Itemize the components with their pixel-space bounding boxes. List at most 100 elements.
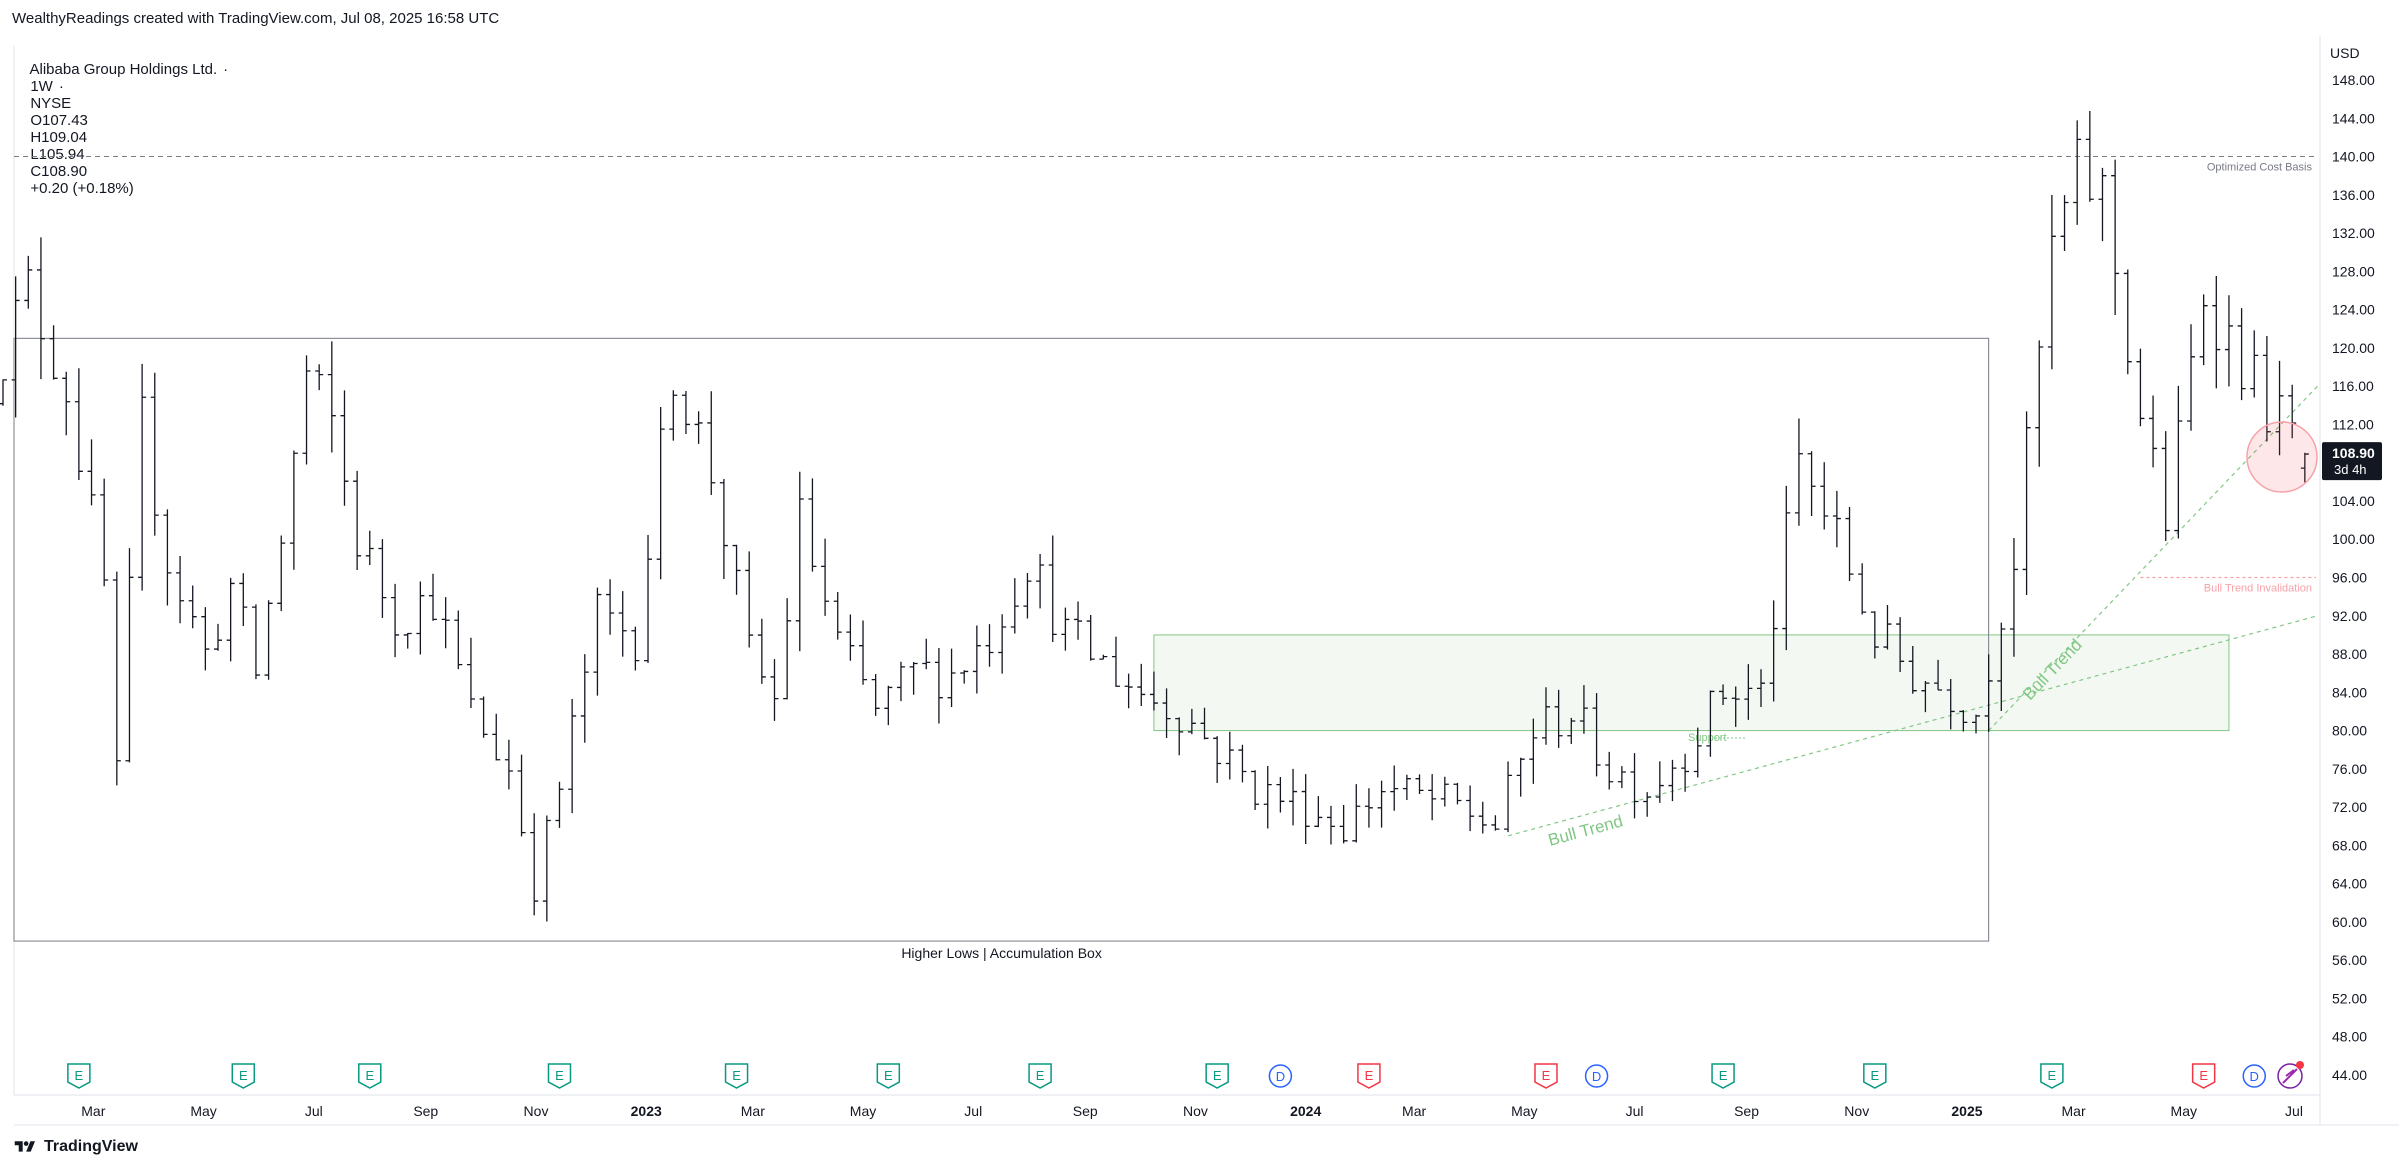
earnings-marker-5[interactable] <box>876 1063 901 1089</box>
earnings-marker-15[interactable] <box>2191 1063 2216 1089</box>
earnings-marker-2[interactable] <box>358 1063 382 1089</box>
ohlc-bar-80 <box>998 614 1007 674</box>
ohlc-bar-179 <box>2250 330 2259 398</box>
interval-label[interactable]: 1W <box>30 78 53 95</box>
bull-trend-line-1[interactable] <box>1507 615 2318 837</box>
ohlc-bar-134 <box>1681 753 1690 792</box>
ohlc-bar-84 <box>1048 535 1057 643</box>
ohlc-bar-174 <box>2187 324 2196 431</box>
ohlc-bar-126 <box>1579 685 1588 734</box>
ohlc-bar-56 <box>694 411 703 444</box>
ohlc-bar-176 <box>2212 276 2221 389</box>
bar-countdown: 3d 4h <box>2334 462 2367 477</box>
earnings-marker-letter-15: E <box>2199 1068 2208 1083</box>
ohlc-bar-24 <box>289 450 298 570</box>
price-tick-60: 60.00 <box>2332 914 2367 930</box>
ohlc-bar-37 <box>454 610 463 670</box>
price-tick-44: 44.00 <box>2332 1067 2367 1083</box>
time-tick-16: Nov <box>1844 1103 1869 1119</box>
ohlc-bars <box>0 111 2309 922</box>
ohlc-bar-5 <box>49 325 58 380</box>
ohlc-bar-100 <box>1251 770 1260 810</box>
ohlc-bar-33 <box>403 632 412 649</box>
ohlc-bar-25 <box>302 355 311 465</box>
ohlc-bar-31 <box>378 539 387 619</box>
ohlc-bar-83 <box>1036 553 1045 609</box>
ohlc-bar-147 <box>1845 507 1854 582</box>
ohlc-bar-62 <box>770 659 779 721</box>
time-tick-8: Jul <box>964 1103 982 1119</box>
earnings-marker-letter-1: E <box>239 1068 248 1083</box>
ohlc-bar-79 <box>985 624 994 667</box>
earnings-marker-6[interactable] <box>1028 1063 1052 1089</box>
ohlc-bar-1 <box>0 379 7 406</box>
earnings-marker-4[interactable] <box>724 1063 749 1089</box>
price-tick-132: 132.00 <box>2332 225 2375 241</box>
ohlc-bar-175 <box>2199 294 2208 366</box>
price-tick-100: 100.00 <box>2332 531 2375 547</box>
price-tick-56: 56.00 <box>2332 952 2367 968</box>
ohlc-bar-92 <box>1149 671 1158 711</box>
brand-footer: TradingView <box>12 1138 138 1156</box>
ohlc-bar-181 <box>2275 360 2284 456</box>
ohlc-bar-3 <box>24 255 33 309</box>
support-zone[interactable] <box>1153 634 2230 732</box>
ohlc-bar-54 <box>669 390 678 441</box>
ohlc-bar-157 <box>1972 714 1981 734</box>
ohlc-bar-60 <box>745 551 754 648</box>
ohlc-bar-102 <box>1276 777 1285 813</box>
accumulation-box[interactable] <box>13 337 1990 942</box>
time-tick-17: 2025 <box>1951 1103 1982 1119</box>
ohlc-bar-138 <box>1731 686 1740 727</box>
earnings-marker-13[interactable] <box>1863 1063 1887 1089</box>
ohlc-bar-131 <box>1643 792 1652 817</box>
chart-caption: WealthyReadings created with TradingView… <box>12 10 500 27</box>
dividend-marker-letter-11: D <box>1592 1069 1601 1084</box>
earnings-marker-1[interactable] <box>231 1063 256 1089</box>
symbol-name[interactable]: Alibaba Group Holdings Ltd. <box>29 61 218 78</box>
price-tick-92: 92.00 <box>2332 608 2367 624</box>
ohlc-bar-68 <box>846 614 855 661</box>
ohlc-bar-141 <box>1769 600 1778 702</box>
dividend-marker-11[interactable] <box>1584 1064 1609 1088</box>
price-tick-104: 104.00 <box>2332 493 2375 509</box>
ohlc-bar-53 <box>656 407 665 580</box>
ohlc-bar-149 <box>1870 611 1879 659</box>
earnings-marker-letter-6: E <box>1036 1068 1045 1083</box>
earnings-marker-12[interactable] <box>1711 1063 1735 1089</box>
ohlc-bar-173 <box>2174 385 2183 539</box>
ohlc-bar-116 <box>1453 782 1462 805</box>
ohlc-bar-118 <box>1478 801 1487 834</box>
ohlc-bar-30 <box>365 530 374 566</box>
ohlc-bar-21 <box>251 604 260 680</box>
ohlc-bar-75 <box>934 648 943 724</box>
ohlc-bar-165 <box>2073 120 2082 225</box>
ohlc-bar-48 <box>593 587 602 696</box>
ohlc-bar-115 <box>1440 776 1449 807</box>
ohlc-bar-159 <box>1997 622 2006 712</box>
earnings-marker-7[interactable] <box>1205 1063 1229 1089</box>
ohlc-bar-129 <box>1617 766 1626 789</box>
earnings-marker-letter-2: E <box>365 1068 374 1083</box>
ohlc-bar-132 <box>1655 761 1664 803</box>
earnings-marker-10[interactable] <box>1534 1063 1558 1089</box>
ohlc-bar-13 <box>150 372 159 536</box>
dividend-marker-16[interactable] <box>2242 1064 2267 1088</box>
price-highlight-circle[interactable] <box>2246 421 2318 493</box>
dividend-marker-8[interactable] <box>1268 1064 1293 1088</box>
earnings-marker-3[interactable] <box>547 1063 572 1089</box>
ohlc-bar-106 <box>1326 805 1335 845</box>
ohlc-bar-65 <box>808 478 817 572</box>
ohlc-bar-122 <box>1529 718 1538 784</box>
earnings-marker-letter-4: E <box>732 1068 741 1083</box>
earnings-marker-14[interactable] <box>2040 1063 2064 1089</box>
ohlc-bar-32 <box>391 583 400 658</box>
ohlc-bar-95 <box>1187 708 1196 735</box>
ohlc-bar-152 <box>1908 646 1917 694</box>
earnings-marker-0[interactable] <box>67 1063 91 1089</box>
ohlc-bar-6 <box>62 371 71 436</box>
earnings-marker-letter-7: E <box>1213 1068 1222 1083</box>
earnings-marker-9[interactable] <box>1357 1063 1381 1089</box>
ohlc-bar-42 <box>517 754 526 837</box>
